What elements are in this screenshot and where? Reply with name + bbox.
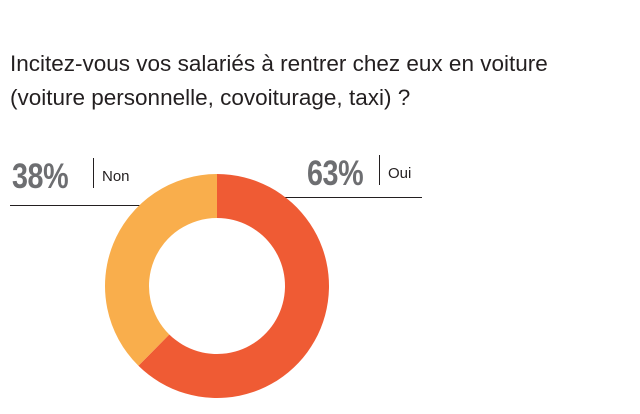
label-non: 38% Non xyxy=(10,158,190,198)
question-line-2: (voiture personnelle, covoiturage, taxi)… xyxy=(10,85,411,110)
non-percent: 38% xyxy=(12,157,69,196)
question-title: Incitez-vous vos salariés à rentrer chez… xyxy=(10,47,630,115)
non-word: Non xyxy=(102,168,130,185)
oui-separator xyxy=(379,155,380,185)
question-line-1: Incitez-vous vos salariés à rentrer chez… xyxy=(10,51,548,76)
non-leader-line xyxy=(10,205,188,206)
oui-percent: 63% xyxy=(307,154,364,193)
oui-word: Oui xyxy=(388,165,412,182)
oui-leader-line xyxy=(228,197,422,198)
donut-slice-non xyxy=(104,174,217,366)
non-separator xyxy=(93,158,94,188)
donut-slice-oui xyxy=(138,174,329,398)
label-oui: 63% Oui xyxy=(305,155,435,195)
